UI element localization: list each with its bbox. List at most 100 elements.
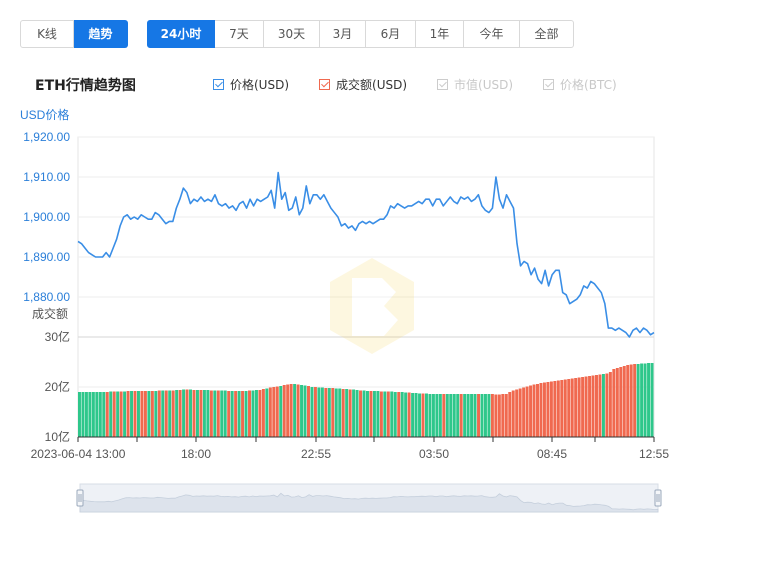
volume-bar (220, 390, 224, 437)
navigator-right-handle[interactable] (654, 489, 662, 507)
volume-bar (366, 391, 369, 437)
volume-bar (275, 386, 279, 437)
volume-bar (345, 389, 349, 437)
legend-item-2: 市值(USD) (437, 76, 513, 92)
volume-bar (549, 381, 553, 437)
legend-label-2: 市值(USD) (454, 77, 514, 92)
volume-bar (116, 391, 120, 437)
range-tab-0[interactable]: 24小时 (147, 20, 215, 48)
chart-title: ETH行情趋势图 (35, 78, 136, 94)
volume-bar (168, 390, 172, 437)
volume-bar (140, 391, 144, 437)
volume-bar (91, 392, 95, 437)
legend-label-3: 价格(BTC) (560, 77, 617, 92)
volume-bar (435, 394, 439, 437)
volume-bar (154, 391, 158, 437)
volume-bar (341, 389, 345, 437)
volume-bar (289, 384, 293, 437)
volume-bar (261, 389, 265, 437)
volume-bar (622, 366, 626, 437)
volume-bar (553, 381, 557, 437)
axes: 1,920.00 1,910.00 1,900.00 1,890.00 1,880.00… (23, 130, 669, 461)
volume-bar (272, 387, 276, 437)
volume-bar (348, 389, 352, 437)
x-tick-label: 2023-06-04 13:00 (31, 447, 126, 461)
x-tick-label: 03:50 (419, 447, 449, 461)
volume-bar (202, 390, 206, 437)
view-tab-0[interactable]: K线 (20, 20, 74, 48)
volume-bar (386, 391, 390, 437)
legend-checkbox-3 (543, 78, 555, 90)
navigator-left-handle[interactable] (76, 489, 84, 507)
volume-tick-label: 10亿 (45, 429, 70, 444)
volume-bar (532, 384, 536, 437)
volume-series (78, 363, 654, 437)
volume-bar (379, 391, 383, 437)
range-navigator (76, 483, 662, 513)
volume-bar (428, 394, 432, 437)
volume-bar (307, 386, 310, 437)
volume-bar (313, 387, 317, 437)
volume-bar (244, 391, 248, 437)
price-tick-label: 1,920.00 (23, 130, 70, 144)
volume-bar (331, 388, 335, 437)
volume-bar (570, 378, 574, 437)
volume-bar (352, 389, 356, 437)
range-tab-5[interactable]: 1年 (416, 20, 464, 48)
volume-bar (567, 379, 571, 437)
volume-bar (480, 394, 484, 437)
volume-bar (279, 386, 283, 437)
volume-bar (178, 390, 182, 437)
price-line (77, 171, 655, 338)
volume-bar (209, 390, 213, 437)
volume-bar (175, 390, 179, 437)
price-tick-label: 1,900.00 (23, 210, 70, 224)
volume-bar (414, 393, 418, 437)
volume-bar (456, 394, 460, 437)
volume-bar (230, 391, 234, 437)
volume-bar (338, 388, 342, 437)
volume-bar (327, 388, 331, 437)
volume-bar (515, 389, 519, 437)
range-tab-2[interactable]: 30天 (264, 20, 320, 48)
legend-item-0[interactable]: 价格(USD) (213, 76, 289, 92)
range-tab-6[interactable]: 今年 (464, 20, 520, 48)
chart-legend: 价格(USD) 成交额(USD) 市值(USD) 价格(BTC) (213, 76, 617, 92)
volume-tick-label: 30亿 (45, 329, 70, 344)
x-tick-label: 08:45 (537, 447, 567, 461)
view-tab-1[interactable]: 趋势 (74, 20, 128, 48)
volume-bar (241, 391, 245, 437)
volume-bar (400, 392, 404, 437)
volume-bar (78, 392, 81, 437)
volume-bar (195, 390, 199, 437)
volume-bar (237, 391, 241, 437)
view-mode-tabs: K线 趋势 (20, 20, 128, 48)
volume-bar (248, 390, 251, 437)
volume-bar (612, 369, 616, 437)
volume-bar (362, 390, 366, 437)
legend-item-1[interactable]: 成交额(USD) (319, 76, 407, 92)
volume-bar (182, 389, 186, 437)
range-tab-7[interactable]: 全部 (520, 20, 574, 48)
price-tick-label: 1,890.00 (23, 250, 70, 264)
volume-bar (320, 387, 324, 437)
x-tick-label: 12:55 (639, 447, 669, 461)
volume-bar (185, 389, 189, 437)
range-tab-4[interactable]: 6月 (366, 20, 416, 48)
volume-bar (459, 394, 463, 437)
volume-bar (421, 393, 425, 437)
volume-bar (95, 392, 99, 437)
legend-checkbox-0[interactable] (213, 78, 224, 90)
volume-bar (223, 390, 227, 437)
volume-bar (619, 367, 623, 437)
navigator-series (79, 492, 659, 513)
range-tab-1[interactable]: 7天 (215, 20, 264, 48)
legend-checkbox-1[interactable] (319, 78, 331, 90)
volume-bar (452, 394, 456, 437)
volume-bar (133, 391, 137, 437)
volume-bar (102, 392, 106, 437)
range-tab-3[interactable]: 3月 (320, 20, 366, 48)
volume-bar (577, 377, 581, 437)
watermark-logo (330, 258, 414, 354)
